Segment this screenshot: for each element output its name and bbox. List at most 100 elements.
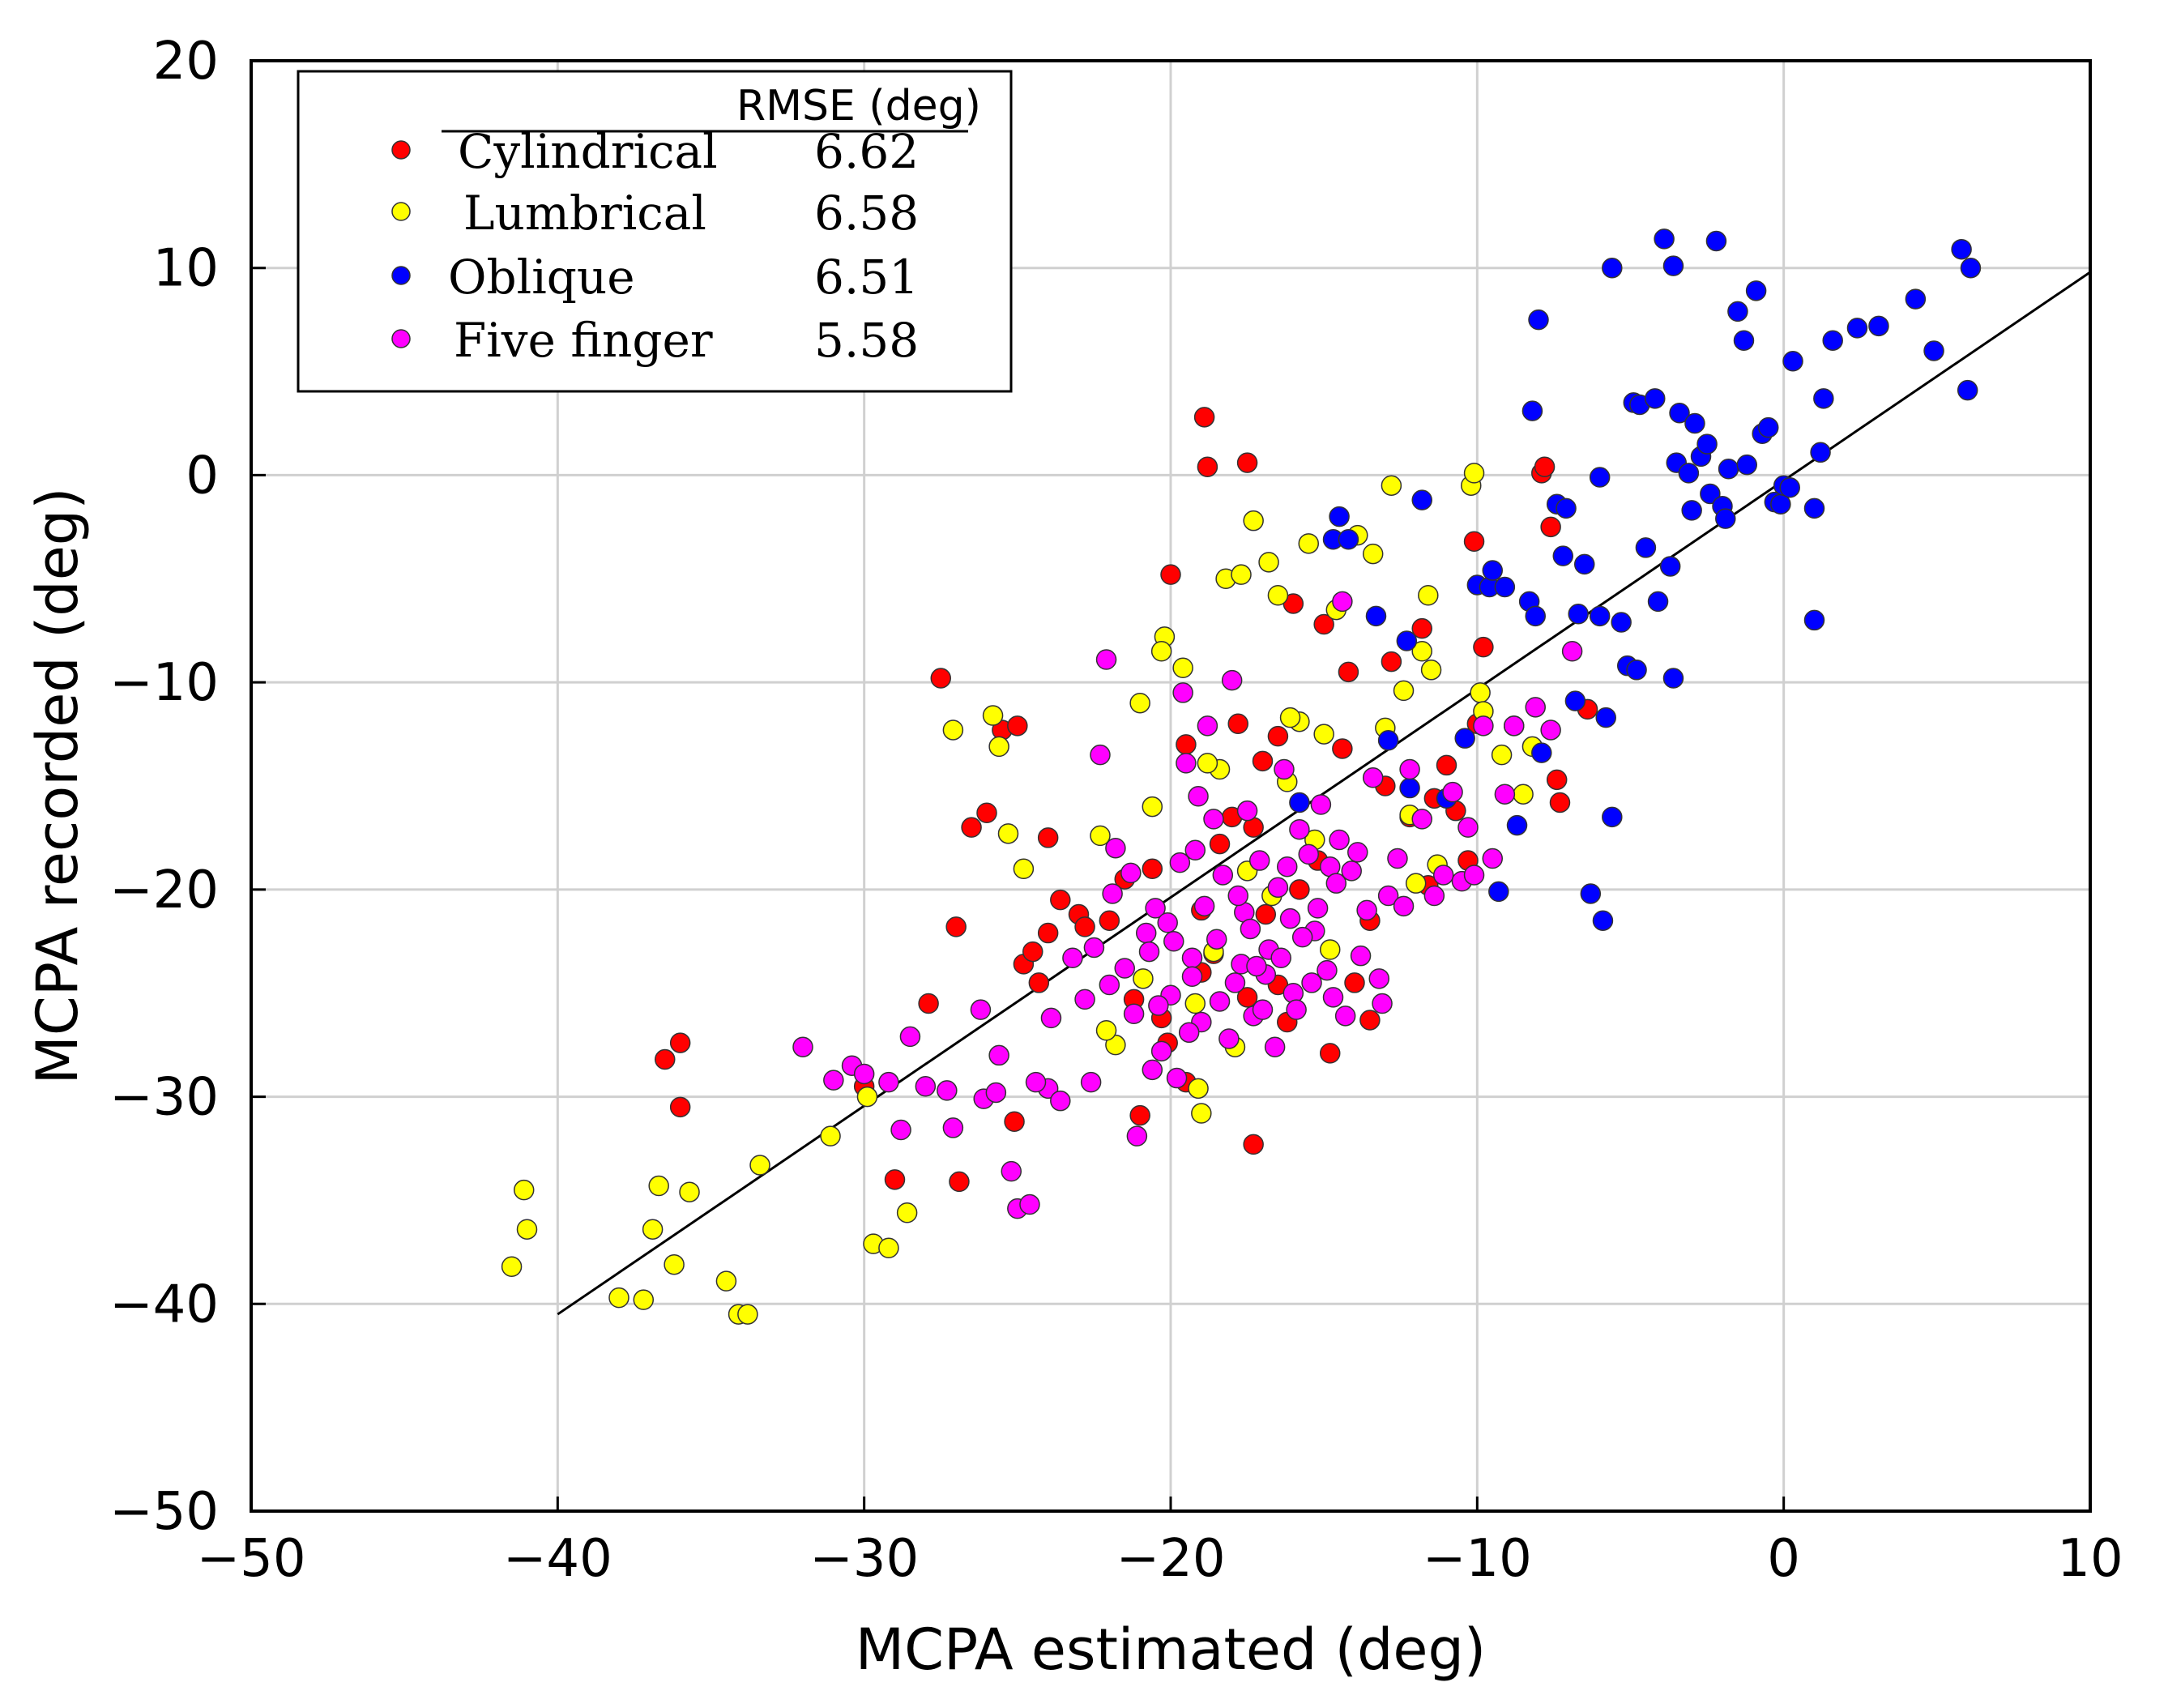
point-five-finger <box>1362 767 1384 788</box>
x-tick-label: −30 <box>809 1529 919 1589</box>
y-axis-label: MCPA recorded (deg) <box>24 487 91 1084</box>
y-tick-label: 10 <box>153 239 219 299</box>
point-five-finger <box>1442 781 1463 803</box>
point-oblique <box>1396 630 1418 651</box>
point-oblique <box>1822 330 1843 351</box>
point-lumbrical <box>1191 1103 1212 1124</box>
point-five-finger <box>1176 753 1197 774</box>
point-five-finger <box>1494 784 1516 805</box>
x-tick-label: −50 <box>196 1529 305 1589</box>
point-oblique <box>1684 412 1705 434</box>
point-oblique <box>1810 442 1831 463</box>
point-oblique <box>1654 228 1675 250</box>
point-five-finger <box>1347 842 1368 863</box>
point-cylindrical <box>1313 613 1334 635</box>
point-cylindrical <box>1252 750 1274 772</box>
point-cylindrical <box>1227 713 1248 735</box>
point-lumbrical <box>1267 584 1289 606</box>
point-cylindrical <box>1255 903 1277 925</box>
point-five-finger <box>1341 860 1362 882</box>
point-five-finger <box>1248 850 1270 871</box>
point-oblique <box>1589 605 1611 627</box>
point-five-finger <box>1181 966 1203 988</box>
point-five-finger <box>1120 862 1142 884</box>
point-lumbrical <box>679 1181 700 1202</box>
point-oblique <box>1568 604 1589 625</box>
point-oblique <box>1528 309 1549 331</box>
point-lumbrical <box>1319 939 1341 960</box>
point-five-finger <box>1393 895 1415 917</box>
point-five-finger <box>1329 829 1350 851</box>
point-oblique <box>1745 280 1767 301</box>
point-five-finger <box>1240 918 1261 940</box>
point-oblique <box>1705 230 1727 252</box>
point-cylindrical <box>1473 636 1494 658</box>
point-oblique <box>1602 257 1623 279</box>
point-oblique <box>1645 388 1666 409</box>
point-cylindrical <box>945 916 967 937</box>
point-cylindrical <box>1236 452 1258 473</box>
point-five-finger <box>1080 1071 1102 1093</box>
point-oblique <box>1365 605 1387 627</box>
point-oblique <box>1595 707 1616 728</box>
point-lumbrical <box>1013 858 1035 880</box>
point-lumbrical <box>1298 533 1319 554</box>
point-lumbrical <box>988 736 1009 758</box>
point-five-finger <box>1001 1160 1022 1182</box>
point-five-finger <box>1473 715 1494 737</box>
point-five-finger <box>1236 800 1258 822</box>
point-five-finger <box>1209 991 1231 1012</box>
point-five-finger <box>1463 865 1485 886</box>
point-five-finger <box>1123 1003 1145 1025</box>
point-oblique <box>1813 388 1834 409</box>
point-oblique <box>1923 340 1944 361</box>
point-oblique <box>1779 477 1800 498</box>
x-tick-label: −40 <box>503 1529 612 1589</box>
point-oblique <box>1669 402 1690 424</box>
point-lumbrical <box>1105 1034 1126 1056</box>
point-lumbrical <box>1513 784 1534 805</box>
legend-marker-cylindrical <box>391 140 411 160</box>
point-five-finger <box>1274 758 1295 780</box>
point-five-finger <box>1322 987 1344 1008</box>
point-five-finger <box>1114 958 1135 979</box>
point-five-finger <box>1166 1067 1188 1089</box>
point-lumbrical <box>878 1237 899 1258</box>
point-cylindrical <box>1007 715 1028 737</box>
point-oblique <box>1377 729 1399 751</box>
point-oblique <box>1662 255 1684 276</box>
point-oblique <box>1556 497 1577 519</box>
point-five-finger <box>1105 837 1126 859</box>
point-five-finger <box>915 1076 937 1097</box>
point-five-finger <box>1062 947 1083 968</box>
point-cylindrical <box>1359 1010 1381 1031</box>
point-five-finger <box>1432 865 1454 886</box>
point-lumbrical <box>737 1304 758 1325</box>
point-five-finger <box>1291 926 1313 948</box>
point-five-finger <box>1267 877 1289 899</box>
point-cylindrical <box>1209 833 1231 855</box>
reference-line <box>557 271 2091 1316</box>
point-cylindrical <box>1197 456 1218 477</box>
point-five-finger <box>1050 1090 1071 1112</box>
point-oblique <box>1868 315 1889 337</box>
point-five-finger <box>1298 843 1319 865</box>
point-oblique <box>1678 463 1700 484</box>
point-lumbrical <box>1362 543 1384 565</box>
point-oblique <box>1506 814 1528 836</box>
x-tick-label: 10 <box>2057 1529 2123 1589</box>
point-lumbrical <box>1491 744 1513 766</box>
point-five-finger <box>1561 641 1583 662</box>
point-oblique <box>1715 508 1736 529</box>
y-tick-label: 20 <box>153 32 219 92</box>
point-oblique <box>1718 459 1739 480</box>
point-lumbrical <box>1133 968 1154 989</box>
point-five-finger <box>988 1044 1009 1066</box>
point-five-finger <box>1172 682 1193 703</box>
point-cylindrical <box>918 993 939 1014</box>
point-cylindrical <box>1037 827 1059 848</box>
y-tick-label: −40 <box>109 1275 219 1334</box>
y-tick-labels: −50 −40 −30 −20 −10 0 10 20 <box>109 32 266 1542</box>
point-five-finger <box>1310 794 1332 815</box>
point-lumbrical <box>1420 660 1442 681</box>
